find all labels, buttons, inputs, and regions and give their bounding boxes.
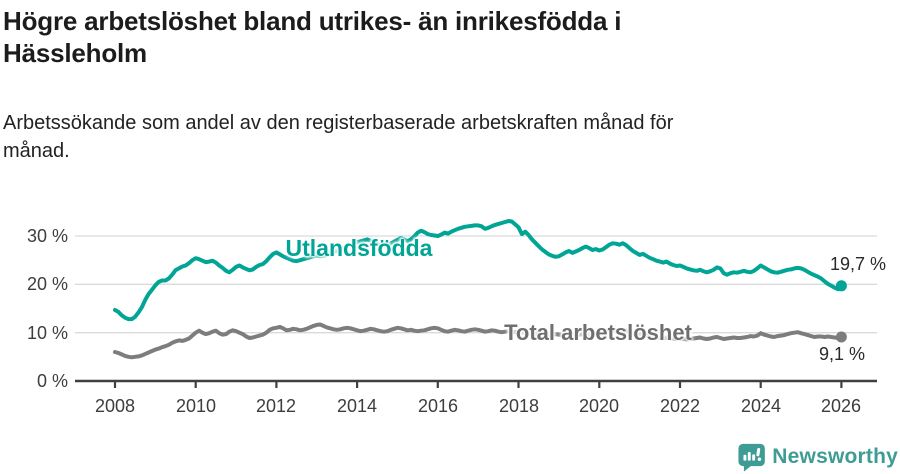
text-line: Högre arbetslöshet bland utrikes- än inr… xyxy=(3,6,622,36)
x-tick-label: 2026 xyxy=(820,396,862,416)
text-line: Arbetssökande som andel av den registerb… xyxy=(3,112,674,134)
page-title: Högre arbetslöshet bland utrikes- än inr… xyxy=(3,5,883,69)
x-tick-label: 2018 xyxy=(498,396,540,416)
y-tick-label: 0 % xyxy=(36,371,68,391)
y-tick-label: 10 % xyxy=(26,323,68,343)
series-label-utlandsfodda: Utlandsfödda xyxy=(285,235,433,261)
x-tick-label: 2024 xyxy=(740,396,782,416)
x-tick-label: 2020 xyxy=(578,396,620,416)
series-end-dot-total xyxy=(835,331,847,343)
end-value-label-total: 9,1 % xyxy=(818,344,866,364)
x-tick-label: 2008 xyxy=(94,396,136,416)
text-line: Hässleholm xyxy=(3,38,147,68)
text-line: månad. xyxy=(3,140,70,162)
x-tick-label: 2010 xyxy=(175,396,217,416)
x-tick-label: 2022 xyxy=(659,396,701,416)
series-label-total-arbetsloshet: Total arbetslöshet xyxy=(504,320,692,345)
y-tick-label: 30 % xyxy=(26,226,68,246)
series-end-dot-utlandsfodda xyxy=(835,280,847,292)
series-line-utlandsfodda xyxy=(113,219,844,322)
x-tick-label: 2014 xyxy=(336,396,378,416)
brand-name: Newsworthy xyxy=(772,445,898,468)
x-tick-label: 2016 xyxy=(417,396,459,416)
y-tick-label: 20 % xyxy=(26,274,68,294)
x-tick-label: 2012 xyxy=(255,396,297,416)
end-value-label-utlandsfodda: 19,7 % xyxy=(829,254,886,274)
chart-subtitle: Arbetssökande som andel av den registerb… xyxy=(3,109,883,165)
series-line-total xyxy=(113,322,844,360)
brand-footer: Newsworthy xyxy=(738,442,898,472)
newsworthy-logo-icon xyxy=(738,443,765,472)
